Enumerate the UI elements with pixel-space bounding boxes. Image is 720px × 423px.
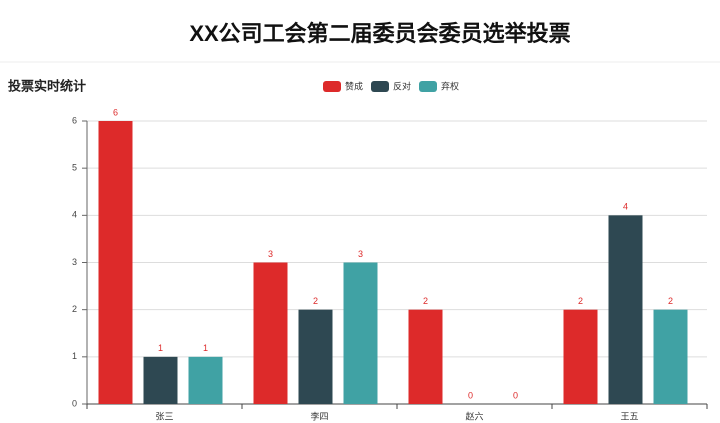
- bar: [143, 356, 178, 404]
- bar: [608, 215, 643, 404]
- bar: [188, 356, 223, 404]
- value-label: 1: [203, 343, 208, 353]
- bar: [563, 309, 598, 404]
- value-label: 2: [423, 296, 428, 306]
- x-tick-label: 李四: [310, 410, 328, 421]
- page-title: XX公司工会第二届委员会委员选举投票: [189, 21, 570, 46]
- bar: [343, 262, 378, 404]
- value-label: 2: [578, 296, 583, 306]
- y-tick-label: 1: [72, 351, 77, 361]
- value-label: 3: [358, 249, 363, 259]
- y-tick-label: 2: [72, 304, 77, 314]
- y-tick-label: 0: [72, 398, 77, 408]
- bar: [253, 262, 288, 404]
- value-label: 3: [268, 249, 273, 259]
- bar: [408, 309, 443, 404]
- value-label: 2: [668, 296, 673, 306]
- value-label: 1: [158, 343, 163, 353]
- value-label: 0: [468, 390, 473, 400]
- bar: [653, 309, 688, 404]
- chart-title: 投票实时统计: [8, 78, 86, 93]
- y-tick-label: 4: [72, 210, 77, 220]
- y-tick-label: 6: [72, 115, 77, 125]
- value-label: 6: [113, 107, 118, 117]
- legend-label: 赞成: [345, 80, 363, 91]
- y-tick-label: 5: [72, 163, 77, 173]
- value-label: 2: [313, 296, 318, 306]
- legend-swatch: [419, 81, 437, 92]
- value-label: 4: [623, 202, 628, 212]
- legend-swatch: [371, 81, 389, 92]
- x-tick-label: 王五: [620, 411, 638, 421]
- legend-swatch: [323, 81, 341, 92]
- bar: [98, 121, 133, 404]
- y-tick-label: 3: [72, 257, 77, 267]
- legend-label: 弃权: [441, 80, 459, 91]
- legend-label: 反对: [393, 80, 411, 91]
- bar: [298, 309, 333, 404]
- x-tick-label: 赵六: [465, 410, 483, 421]
- x-tick-label: 张三: [155, 411, 173, 421]
- value-label: 0: [513, 390, 518, 400]
